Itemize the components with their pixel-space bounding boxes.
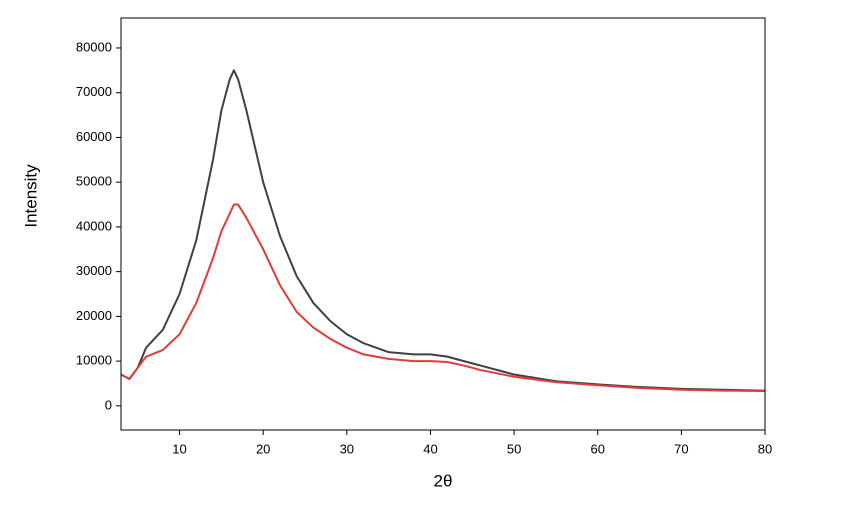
y-tick-label: 70000	[76, 84, 112, 99]
y-tick-label: 60000	[76, 129, 112, 144]
y-tick-label: 10000	[76, 353, 112, 368]
data-line	[120, 203, 766, 393]
x-axis-title: 2θ	[434, 471, 453, 490]
y-axis-title: Intensity	[21, 164, 40, 228]
plot-frame	[120, 17, 766, 431]
x-tick-label: 10	[172, 441, 186, 456]
x-tick-label: 20	[256, 441, 270, 456]
y-tick-label: 40000	[76, 218, 112, 233]
y-tick-label: 80000	[76, 39, 112, 54]
x-tick-label: 30	[340, 441, 354, 456]
x-tick-label: 60	[590, 441, 604, 456]
x-tick-label: 40	[423, 441, 437, 456]
data-line	[120, 69, 766, 392]
y-tick-label: 50000	[76, 174, 112, 189]
y-tick-label: 30000	[76, 263, 112, 278]
x-tick-label: 80	[758, 441, 772, 456]
x-tick-label: 70	[674, 441, 688, 456]
x-tick-label: 50	[507, 441, 521, 456]
y-tick-label: 0	[105, 397, 112, 412]
y-tick-label: 20000	[76, 308, 112, 323]
